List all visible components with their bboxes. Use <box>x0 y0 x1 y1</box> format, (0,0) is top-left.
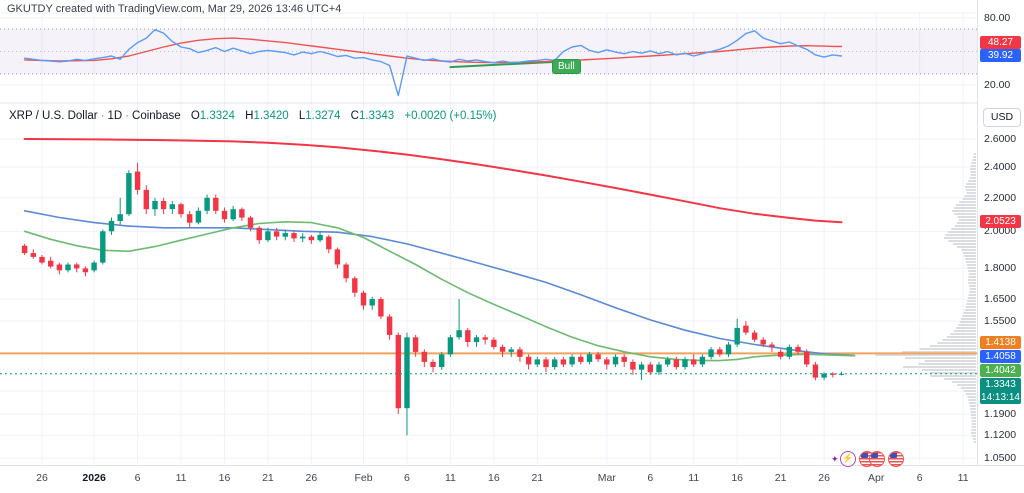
indicator-axis-label: 80.00 <box>984 12 1011 24</box>
volume-profile <box>875 153 976 443</box>
time-axis-label: 16 <box>731 472 744 484</box>
rsi-lines <box>23 29 843 97</box>
low-label: L <box>298 110 306 122</box>
price-axis-label: 1.1200 <box>984 429 1017 442</box>
time-axis-label: Apr <box>868 472 885 484</box>
price-axis-label: 1.0500 <box>984 452 1017 465</box>
price-axis[interactable]: USD 80.00 20.00 48.27 39.92 2.6000 2.4000 2.20… <box>977 0 1024 465</box>
time-axis-label: 11 <box>688 472 700 484</box>
change-value: +0.0020 (+0.15%) <box>404 110 497 122</box>
time-axis-label: 6 <box>647 472 654 484</box>
us-flag-event-icon[interactable] <box>868 451 885 467</box>
current-price-value: 1.3343 <box>985 379 1016 390</box>
symbol-name: XRP / U.S. Dollar <box>9 110 98 122</box>
time-axis-label: Feb <box>354 472 373 484</box>
open-label: O <box>190 110 200 122</box>
rsi-band <box>0 28 977 75</box>
time-axis-label: 6 <box>134 472 141 484</box>
price-value-badge: 1.4058 <box>980 350 1021 363</box>
time-axis-label: 21 <box>262 472 274 484</box>
price-axis-label: 2.4000 <box>984 161 1017 174</box>
candles-layer <box>21 162 845 436</box>
time-axis-label: 6 <box>916 472 923 484</box>
high-label: H <box>245 110 254 122</box>
red-ma-line <box>23 138 843 224</box>
price-axis-label: 1.8000 <box>984 262 1017 275</box>
time-axis-label: 11 <box>444 472 456 484</box>
time-axis-label: 16 <box>218 472 231 484</box>
currency-toggle-button[interactable]: USD <box>983 108 1021 127</box>
open-value: 1.3324 <box>199 110 235 122</box>
high-value: 1.3420 <box>253 110 289 122</box>
indicator-axis-label: 20.00 <box>984 79 1011 91</box>
indicator-value-badge: 48.27 <box>980 36 1021 49</box>
price-value-badge: 2.0523 <box>980 215 1021 228</box>
time-axis-label: 26 <box>36 472 48 484</box>
price-value-badge: 1.4042 <box>980 364 1021 377</box>
legend-separator: · <box>125 110 130 122</box>
bull-signal-badge: Bull <box>552 59 581 74</box>
sparkle-icon: ✦ <box>831 453 839 464</box>
time-axis-label: 2026 <box>82 472 106 484</box>
exchange-label: Coinbase <box>132 110 181 122</box>
price-axis-label: 1.6500 <box>984 293 1017 306</box>
low-value: 1.3274 <box>305 110 341 122</box>
time-axis-label: 26 <box>305 472 318 484</box>
time-axis-label: Mar <box>597 472 616 484</box>
us-flag-event-icon[interactable] <box>887 451 904 467</box>
time-axis[interactable]: 26 2026 6 11 16 21 26 Feb 6 11 16 21 Mar 6 11 16 21 26 Apr… <box>0 465 1024 493</box>
time-axis-label: 16 <box>488 472 500 484</box>
time-axis-label: 6 <box>404 472 410 484</box>
rsi-line <box>23 29 843 97</box>
close-label: C <box>350 110 359 122</box>
lightning-event-icon[interactable]: ⚡ <box>839 451 856 467</box>
price-axis-label: 2.0000 <box>984 225 1017 238</box>
time-axis-label: 11 <box>957 472 969 484</box>
green-ma-line <box>23 221 856 362</box>
price-axis-label: 1.5500 <box>984 315 1017 328</box>
moving-averages <box>23 138 856 362</box>
chart-panes[interactable] <box>0 0 977 465</box>
time-axis-label: 11 <box>175 472 187 484</box>
time-axis-label: 21 <box>774 472 787 484</box>
chart-title: GKUTDY created with TradingView.com, Mar… <box>7 3 342 15</box>
rsi-signal-line <box>23 37 843 64</box>
time-axis-label: 26 <box>818 472 830 484</box>
symbol-legend[interactable]: XRP / U.S. Dollar · 1D · Coinbase O1.3324 H1… <box>9 110 496 122</box>
price-axis-label: 1.1900 <box>984 408 1017 421</box>
legend-separator: · <box>100 110 105 122</box>
interval-label: 1D <box>107 110 123 122</box>
price-axis-label: 2.6000 <box>984 133 1017 145</box>
event-markers: ✦ ⚡ <box>831 449 904 469</box>
price-axis-label: 2.2000 <box>984 191 1017 204</box>
grid-lines <box>0 13 977 465</box>
price-value-badge: 1.4138 <box>980 336 1021 349</box>
bar-countdown: 14:13:14 <box>981 392 1020 403</box>
indicator-value-badge: 39.92 <box>980 49 1021 62</box>
blue-ma-line <box>23 210 856 357</box>
time-axis-label: 21 <box>531 472 544 484</box>
close-value: 1.3343 <box>358 110 395 122</box>
current-price-badge: 1.3343 14:13:14 <box>980 378 1021 404</box>
